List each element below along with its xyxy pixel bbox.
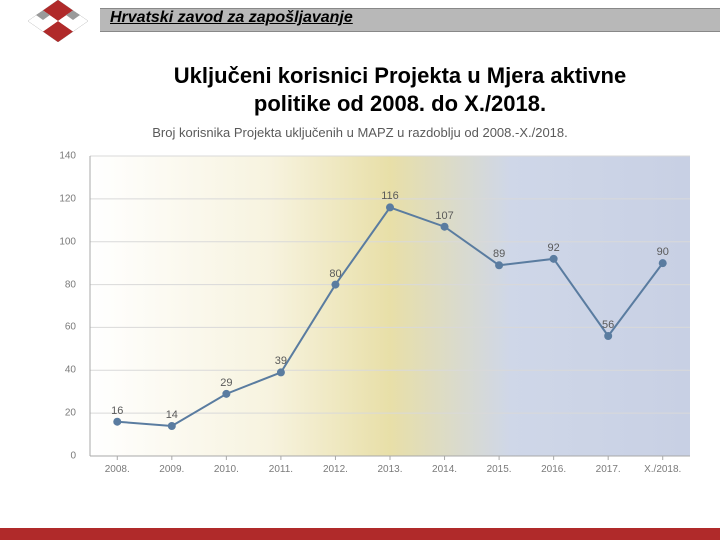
footer-bar bbox=[0, 528, 720, 540]
x-axis-label: 2008. bbox=[105, 464, 130, 475]
data-point-label: 16 bbox=[111, 405, 123, 417]
data-point-label: 107 bbox=[435, 210, 453, 222]
x-axis-label: 2013. bbox=[377, 464, 402, 475]
org-title: Hrvatski zavod za zapošljavanje bbox=[110, 9, 353, 27]
data-point-label: 14 bbox=[166, 409, 178, 421]
y-axis-label: 20 bbox=[50, 408, 76, 419]
data-point-label: 39 bbox=[275, 356, 287, 368]
chart-svg bbox=[50, 146, 690, 486]
data-point-label: 56 bbox=[602, 319, 614, 331]
y-axis-label: 40 bbox=[50, 365, 76, 376]
page-title-line2: politike od 2008. do X./2018. bbox=[254, 91, 546, 116]
x-axis-label: 2015. bbox=[487, 464, 512, 475]
line-chart: 0 20 40 60 80 100 120 140 2008. 2009. 2010. 2011. 20… bbox=[50, 146, 690, 486]
y-axis-label: 100 bbox=[50, 236, 76, 247]
x-axis-label: X./2018. bbox=[644, 464, 681, 475]
page-title-line1: Uključeni korisnici Projekta u Mjera akt… bbox=[174, 63, 626, 88]
y-axis-label: 60 bbox=[50, 322, 76, 333]
data-point-label: 116 bbox=[381, 191, 399, 203]
header-band: Hrvatski zavod za zapošljavanje Z Z bbox=[0, 0, 720, 40]
data-point-label: 29 bbox=[220, 377, 232, 389]
y-axis-label: 120 bbox=[50, 193, 76, 204]
x-axis-label: 2012. bbox=[323, 464, 348, 475]
chart-title: Broj korisnika Projekta uključenih u MAP… bbox=[20, 125, 700, 140]
x-axis-label: 2017. bbox=[596, 464, 621, 475]
y-axis-label: 80 bbox=[50, 279, 76, 290]
x-axis-label: 2014. bbox=[432, 464, 457, 475]
data-point-label: 92 bbox=[548, 242, 560, 254]
logo-icon: Z Z bbox=[28, 0, 88, 42]
x-axis-label: 2016. bbox=[541, 464, 566, 475]
chart-area: Broj korisnika Projekta uključenih u MAP… bbox=[20, 125, 700, 525]
x-axis-label: 2011. bbox=[269, 464, 293, 475]
page-title: Uključeni korisnici Projekta u Mjera akt… bbox=[120, 62, 680, 117]
data-point-label: 80 bbox=[329, 268, 341, 280]
x-axis-label: 2009. bbox=[159, 464, 184, 475]
y-axis-label: 140 bbox=[50, 151, 76, 162]
data-point-label: 90 bbox=[657, 246, 669, 258]
x-axis-label: 2010. bbox=[214, 464, 239, 475]
svg-text:Z: Z bbox=[71, 20, 76, 27]
svg-text:Z: Z bbox=[41, 20, 46, 27]
data-point-label: 89 bbox=[493, 248, 505, 260]
y-axis-label: 0 bbox=[50, 451, 76, 462]
